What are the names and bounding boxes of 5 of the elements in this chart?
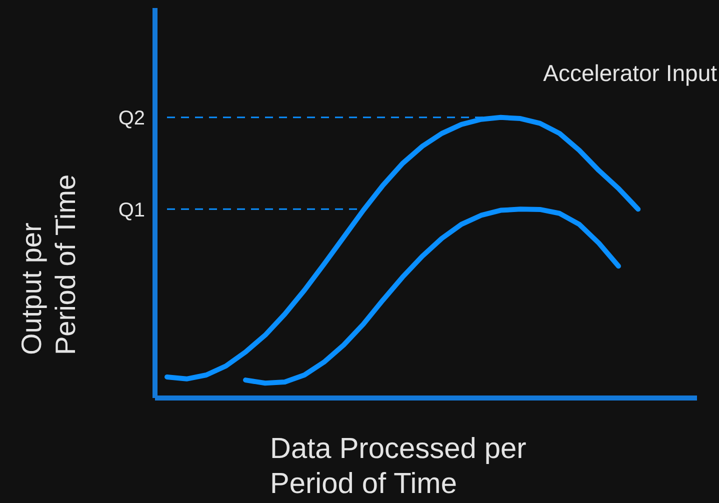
text: Accelerator Input	[543, 60, 717, 87]
ref-line-label: Q2	[118, 108, 145, 130]
y-axis-title: Output per Period of Time	[15, 173, 82, 355]
x-axis-title: Data Processed per Period of Time	[270, 432, 528, 502]
ref-line-label: Q1	[118, 199, 145, 222]
